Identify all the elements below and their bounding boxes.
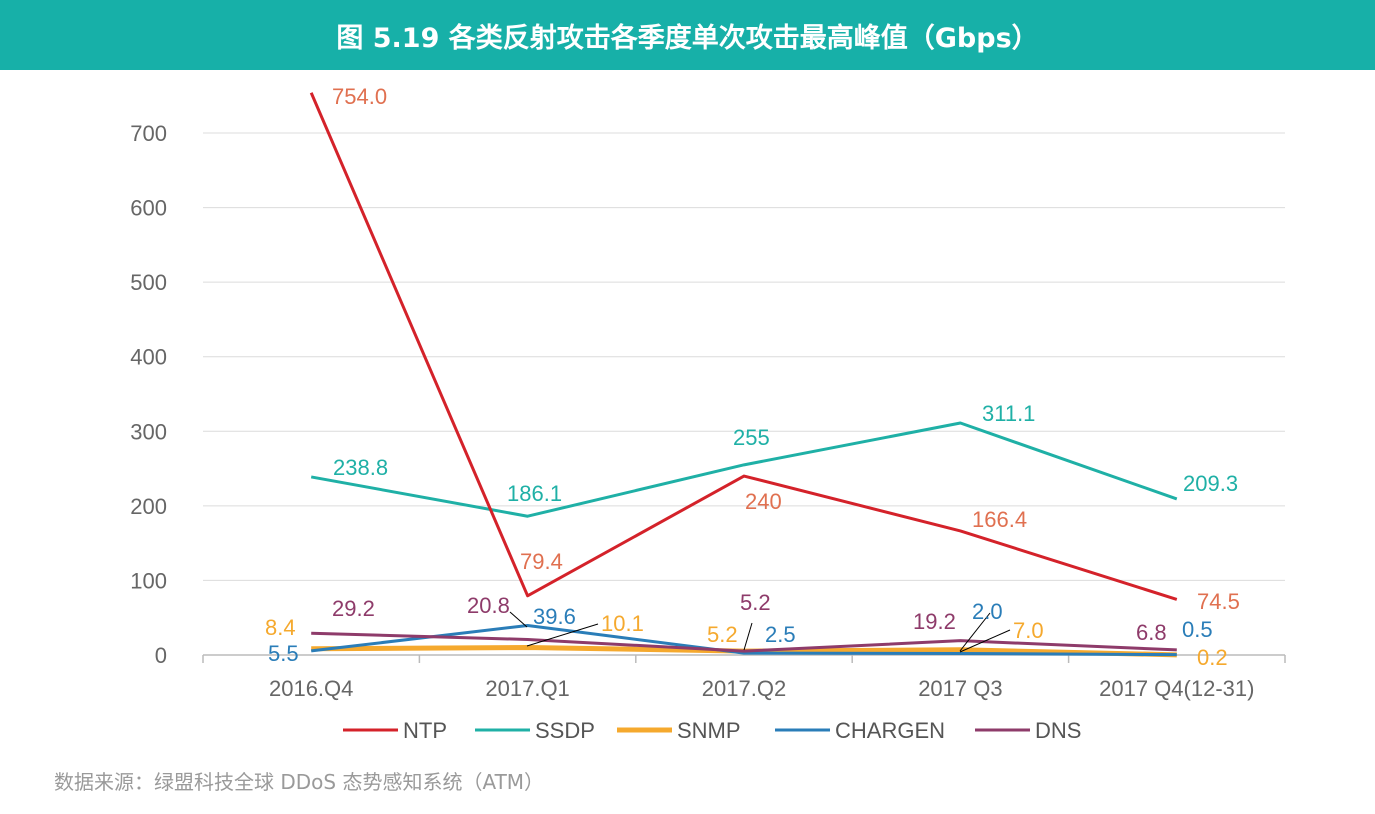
leader-line	[959, 612, 991, 652]
data-label-chargen: 2.5	[765, 622, 796, 647]
data-label-ssdp: 186.1	[507, 481, 562, 506]
x-tick-label: 2017.Q1	[485, 676, 569, 701]
data-label-snmp: 8.4	[265, 615, 296, 640]
y-tick-label: 100	[130, 568, 167, 593]
y-tick-label: 200	[130, 494, 167, 519]
x-tick-label: 2017 Q4(12-31)	[1099, 676, 1254, 701]
data-label-ntp: 79.4	[520, 549, 563, 574]
legend-label-snmp: SNMP	[677, 718, 741, 743]
y-tick-label: 600	[130, 196, 167, 221]
source-note: 数据来源：绿盟科技全球 DDoS 态势感知系统（ATM）	[54, 770, 545, 794]
x-tick-label: 2017.Q2	[702, 676, 786, 701]
leader-line	[526, 623, 599, 647]
data-label-snmp: 5.2	[707, 622, 738, 647]
chart-title: 图 5.19 各类反射攻击各季度单次攻击最高峰值（Gbps）	[0, 0, 1375, 70]
data-label-ntp: 754.0	[332, 84, 387, 109]
y-tick-label: 300	[130, 419, 167, 444]
data-label-chargen: 2.0	[972, 599, 1003, 624]
data-label-ssdp: 311.1	[982, 401, 1035, 426]
leader-line	[959, 629, 1011, 653]
data-label-ssdp: 209.3	[1183, 471, 1238, 496]
data-label-chargen: 39.6	[533, 604, 576, 629]
data-label-ssdp: 238.8	[333, 455, 388, 480]
leader-line	[743, 622, 753, 651]
data-label-dns: 20.8	[467, 593, 510, 618]
legend-label-chargen: CHARGEN	[835, 718, 945, 743]
data-label-chargen: 5.5	[268, 641, 299, 666]
data-label-ssdp: 255	[733, 425, 770, 450]
data-label-dns: 29.2	[332, 596, 375, 621]
x-tick-label: 2016.Q4	[269, 676, 353, 701]
leader-line	[509, 611, 528, 628]
data-label-ntp: 74.5	[1197, 589, 1240, 614]
y-tick-label: 700	[130, 121, 167, 146]
series-line-dns	[311, 631, 1177, 653]
legend-label-ntp: NTP	[403, 718, 447, 743]
data-label-snmp: 0.2	[1197, 645, 1228, 670]
legend-label-ssdp: SSDP	[535, 718, 595, 743]
series-line-ssdp	[310, 421, 1178, 518]
data-label-chargen: 0.5	[1182, 617, 1213, 642]
y-tick-label: 0	[155, 643, 167, 668]
data-label-ntp: 240	[745, 489, 782, 514]
x-tick-label: 2017 Q3	[918, 676, 1002, 701]
data-label-dns: 5.2	[740, 590, 771, 615]
data-label-snmp: 7.0	[1013, 618, 1044, 643]
series-line-ntp	[309, 92, 1178, 601]
y-tick-label: 500	[130, 270, 167, 295]
legend-label-dns: DNS	[1035, 718, 1081, 743]
data-label-snmp: 10.1	[601, 611, 644, 636]
data-label-dns: 6.8	[1136, 620, 1167, 645]
data-label-ntp: 166.4	[972, 507, 1027, 532]
series-line-chargen	[311, 623, 1177, 657]
y-tick-label: 400	[130, 345, 167, 370]
data-label-dns: 19.2	[913, 609, 956, 634]
